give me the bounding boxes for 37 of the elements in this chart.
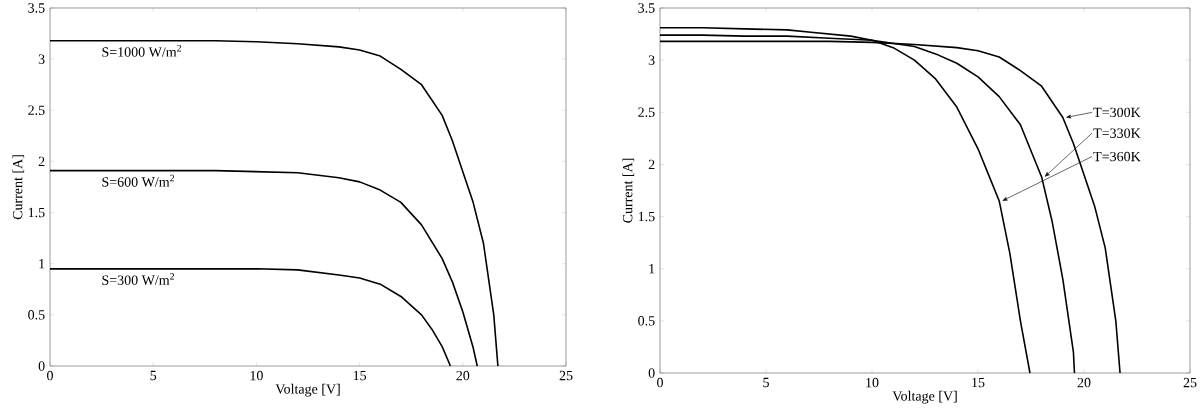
x-tick-label: 15 xyxy=(972,377,985,388)
x-tick-label: 10 xyxy=(250,370,263,381)
y-tick-label: 3 xyxy=(38,54,45,64)
text: T=330K xyxy=(1093,128,1141,138)
y-tick-label: 1.5 xyxy=(28,207,45,218)
x-axis-title: Voltage [V] xyxy=(275,383,340,397)
x-tick-label: 10 xyxy=(866,377,879,388)
series-label: S=1000 W/m$^{2}$ xyxy=(102,44,182,57)
y-tick-label: 3.5 xyxy=(638,3,655,13)
x-tick-label: 20 xyxy=(1077,377,1091,388)
y-tick-label: 2 xyxy=(648,159,655,170)
x-tick-label: 5 xyxy=(150,370,157,381)
y-tick-label: 1 xyxy=(39,259,45,269)
series-label: S=600 W/m$^{2}$ xyxy=(102,174,175,187)
x-tick-label: 15 xyxy=(353,370,367,381)
x-tick-label: 5 xyxy=(763,377,769,388)
y-tick-label: 3 xyxy=(648,55,655,65)
x-tick-label: 20 xyxy=(456,370,470,381)
x-axis-title: Voltage [V] xyxy=(892,390,957,404)
y-tick-label: 1 xyxy=(649,264,655,274)
series-label: S=300 W/m$^{2}$ xyxy=(102,273,175,285)
text: T=360K xyxy=(1093,151,1141,162)
y-tick-label: 2 xyxy=(38,156,45,167)
x-tick-label: 25 xyxy=(1183,377,1197,388)
y-tick-label: 0.5 xyxy=(28,310,45,320)
y-tick-label: 3.5 xyxy=(28,3,45,13)
y-axis-title: Current [A] xyxy=(622,158,635,223)
y-tick-label: 1.5 xyxy=(638,211,655,222)
x-tick-label: 0 xyxy=(657,377,663,388)
x-tick-label: 25 xyxy=(559,370,573,381)
y-tick-label: 2.5 xyxy=(638,107,655,118)
x-tick-label: 0 xyxy=(47,370,53,381)
y-tick-label: 0.5 xyxy=(638,316,655,326)
y-tick-label: 0 xyxy=(38,361,45,371)
y-axis-title: Current [A] xyxy=(12,155,25,220)
legend-label: T=300K xyxy=(1093,107,1141,118)
y-tick-label: 2.5 xyxy=(28,105,45,116)
